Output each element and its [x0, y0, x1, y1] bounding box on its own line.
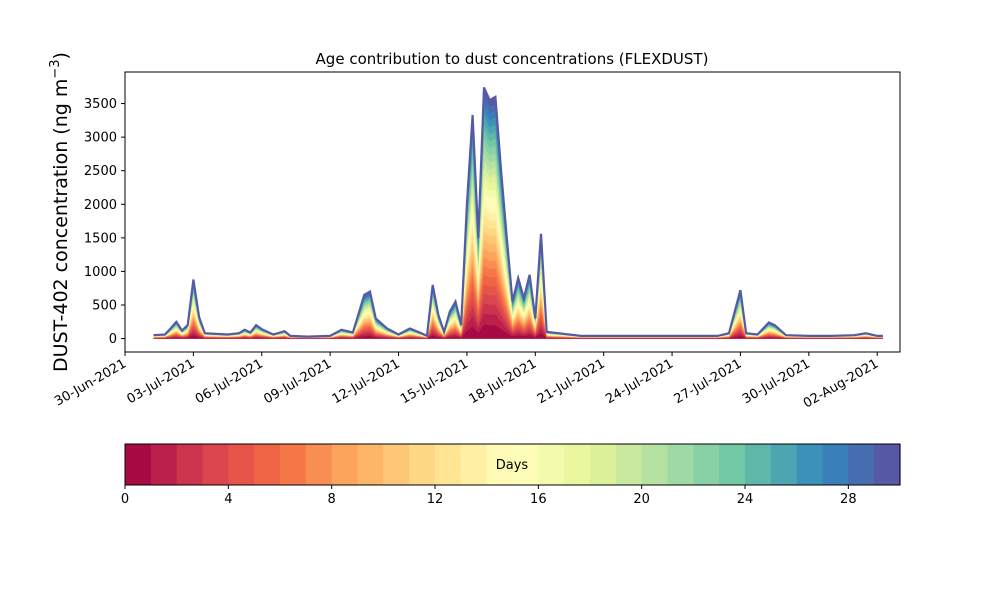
colorbar-bin-21	[667, 444, 694, 485]
colorbar-bin-6	[280, 444, 307, 485]
plot-area	[124, 71, 901, 353]
colorbar-bin-17	[564, 444, 591, 485]
y-axis-label-exponent: −3	[48, 59, 63, 78]
y-tick-label: 500	[92, 298, 117, 313]
y-axis-label-main: DUST-402 concentration (ng m	[50, 79, 72, 372]
x-axis: 30-Jun-202103-Jul-202106-Jul-202109-Jul-…	[52, 352, 881, 412]
colorbar-bin-20	[641, 444, 669, 485]
colorbar-bin-2	[176, 444, 204, 485]
y-tick-label: 2000	[84, 198, 117, 213]
x-tick-label: 03-Jul-2021	[125, 356, 198, 407]
colorbar-bin-24	[745, 444, 772, 485]
x-tick-label: 18-Jul-2021	[466, 356, 539, 407]
colorbar-bin-27	[822, 444, 849, 485]
age-area-day-0	[153, 324, 883, 339]
x-tick-label: 06-Jul-2021	[193, 356, 266, 407]
colorbar-tick-label: 16	[530, 492, 547, 507]
x-tick-label: 15-Jul-2021	[398, 356, 471, 407]
age-area-day-1	[153, 313, 883, 339]
x-tick-label: 02-Aug-2021	[801, 356, 881, 411]
colorbar-bin-26	[796, 444, 824, 485]
colorbar-bin-19	[615, 444, 643, 485]
age-area-day-3	[153, 293, 883, 339]
colorbar-bin-1	[150, 444, 178, 485]
colorbar-bin-4	[228, 444, 255, 485]
y-tick-label: 0	[109, 332, 117, 347]
colorbar-tick-label: 28	[840, 492, 857, 507]
colorbar-bin-3	[202, 444, 229, 485]
colorbar-bin-11	[409, 444, 436, 485]
colorbar-tick-label: 4	[224, 492, 232, 507]
colorbar-tick-label: 0	[121, 492, 129, 507]
colorbar-bin-18	[590, 444, 617, 485]
plot-frame	[124, 71, 901, 353]
y-tick-label: 3500	[84, 97, 117, 112]
colorbar-bin-28	[848, 444, 875, 485]
total-concentration-line	[153, 86, 883, 338]
x-tick-label: 21-Jul-2021	[535, 356, 608, 407]
colorbar-label: Days	[496, 458, 529, 473]
colorbar-bin-5	[254, 444, 281, 485]
colorbar-bin-23	[719, 444, 746, 485]
y-tick-label: 1000	[84, 265, 117, 280]
colorbar-bin-29	[874, 444, 901, 485]
age-area-layers	[153, 87, 883, 339]
chart-title: Age contribution to dust concentrations …	[316, 50, 709, 68]
colorbar-tick-label: 20	[633, 492, 650, 507]
colorbar-tick-label: 8	[328, 492, 336, 507]
colorbar-tick-label: 12	[427, 492, 444, 507]
x-tick-label: 09-Jul-2021	[261, 356, 334, 407]
colorbar-tick-label: 24	[737, 492, 754, 507]
colorbar-bin-12	[435, 444, 462, 485]
colorbar-bin-0	[125, 444, 152, 485]
colorbar-bin-14	[486, 444, 514, 485]
colorbar-bin-10	[383, 444, 410, 485]
x-tick-label: 27-Jul-2021	[672, 356, 745, 407]
colorbar-bin-15	[512, 444, 539, 485]
colorbar-ticks: 0 4 8 12 16 20 24 28	[121, 485, 857, 507]
y-tick-label: 2500	[84, 164, 117, 179]
colorbar	[124, 443, 901, 486]
colorbar-bin-25	[770, 444, 798, 485]
y-axis: 0 500 1000 1500 2000 2500 3000 3500	[84, 97, 125, 347]
y-tick-label: 3000	[84, 131, 117, 146]
colorbar-bin-22	[693, 444, 720, 485]
colorbar-bin-8	[331, 444, 359, 485]
colorbar-bin-7	[305, 444, 333, 485]
y-axis-label-suffix: )	[50, 52, 72, 59]
colorbar-frame	[124, 443, 901, 486]
colorbar-bin-9	[357, 444, 384, 485]
age-area-day-2	[153, 303, 883, 339]
colorbar-bin-16	[538, 444, 565, 485]
age-area-day-4	[153, 283, 883, 339]
y-tick-label: 1500	[84, 231, 117, 246]
colorbar-bin-13	[460, 444, 488, 485]
x-tick-label: 12-Jul-2021	[330, 356, 403, 407]
y-axis-label: DUST-402 concentration (ng m−3)	[48, 52, 72, 372]
x-tick-label: 24-Jul-2021	[603, 356, 676, 407]
